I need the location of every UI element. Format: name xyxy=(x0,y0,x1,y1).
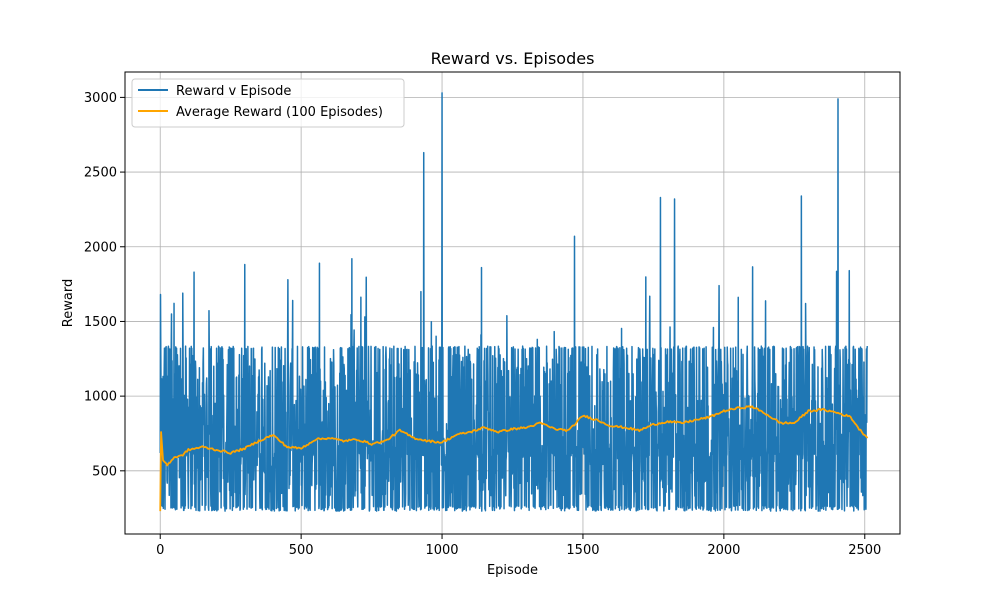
legend-box xyxy=(131,78,405,128)
legend: Reward v Episode Average Reward (100 Epi… xyxy=(131,78,405,128)
y-tick-label: 1000 xyxy=(84,390,117,405)
y-axis-label: Reward xyxy=(61,279,76,327)
chart-title: Reward vs. Episodes xyxy=(431,49,595,68)
legend-label-reward: Reward v Episode xyxy=(176,84,291,99)
legend-label-average: Average Reward (100 Episodes) xyxy=(176,105,383,120)
y-tick-label: 3000 xyxy=(84,91,117,106)
y-tick-label: 2000 xyxy=(84,240,117,255)
x-tick-label: 1500 xyxy=(566,543,599,558)
plot-frame xyxy=(124,71,901,535)
y-tick-label: 500 xyxy=(92,464,117,479)
series-line-average xyxy=(159,405,869,512)
x-tick-label: 1000 xyxy=(425,543,458,558)
x-tick-label: 0 xyxy=(156,543,164,558)
axis-ticks: 0 500 1000 1500 2000 2500 500 1000 1500 2000 2500 3… xyxy=(84,91,881,558)
series-layer xyxy=(159,92,869,512)
y-tick-label: 2500 xyxy=(84,166,117,181)
series-line-reward xyxy=(159,92,869,512)
x-tick-label: 500 xyxy=(289,543,314,558)
x-tick-label: 2500 xyxy=(848,543,881,558)
y-tick-label: 1500 xyxy=(84,315,117,330)
x-axis-label: Episode xyxy=(487,563,538,578)
x-tick-label: 2000 xyxy=(707,543,740,558)
